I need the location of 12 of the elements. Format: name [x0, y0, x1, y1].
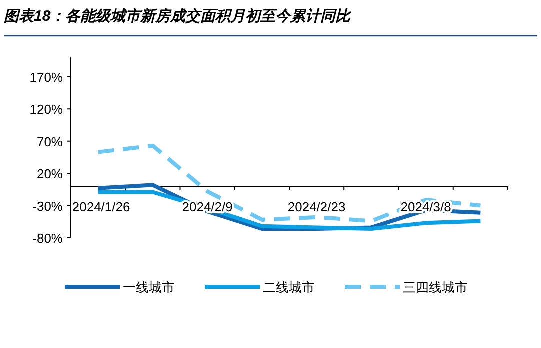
y-tick-label: 120%: [30, 102, 64, 118]
y-tick-label: 70%: [36, 134, 64, 150]
legend-label: 一线城市: [123, 280, 175, 295]
x-tick-label: 2024/1/26: [72, 199, 130, 214]
x-tick-label: 2024/2/23: [288, 199, 346, 214]
legend-label: 二线城市: [263, 280, 315, 295]
y-tick-label: -30%: [32, 198, 64, 214]
y-tick-label: 20%: [36, 166, 64, 182]
y-tick-label: -80%: [32, 231, 64, 246]
y-tick-label: 170%: [30, 70, 64, 85]
legend-label: 三四线城市: [403, 280, 468, 295]
title: 图表18：各能级城市新房成交面积月初至今累计同比: [4, 8, 351, 25]
